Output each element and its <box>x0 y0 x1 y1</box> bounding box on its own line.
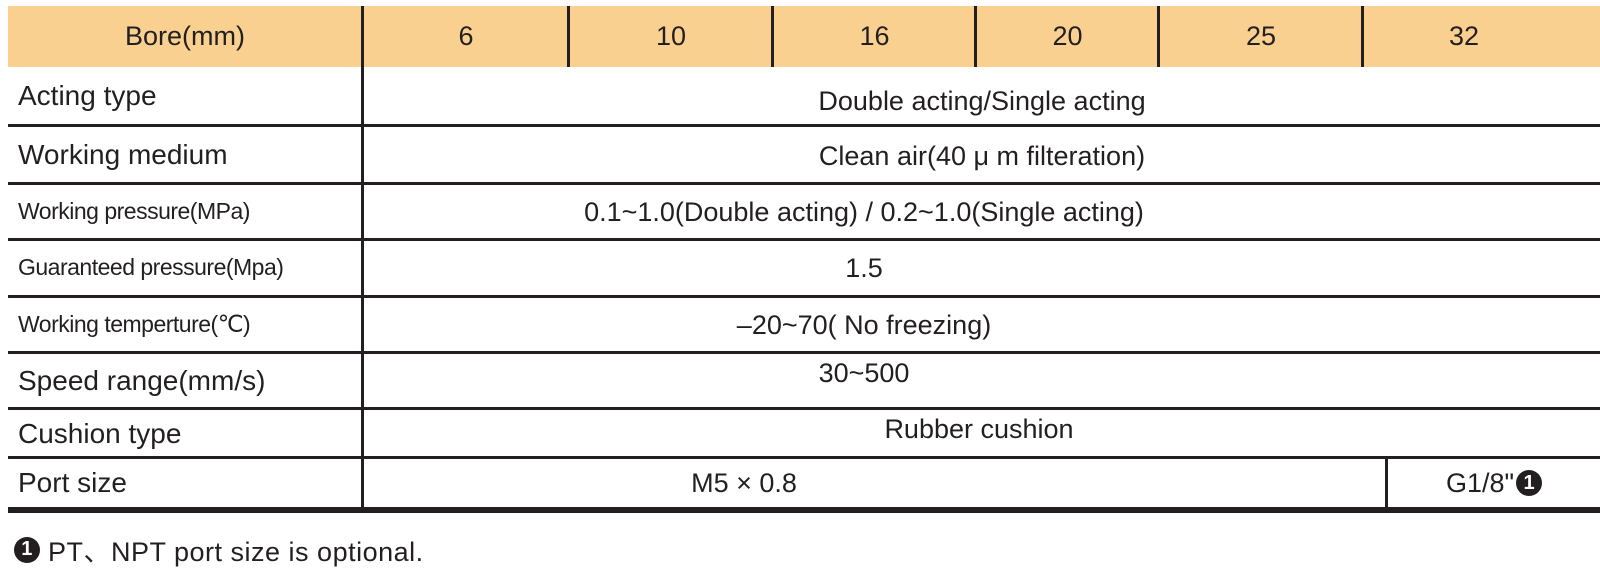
row-divider <box>8 182 1600 185</box>
row-label-acting-type: Acting type <box>18 80 157 111</box>
port-size-32-text: G1/8" <box>1445 467 1515 498</box>
divider <box>567 6 570 67</box>
divider <box>1157 6 1160 67</box>
divider <box>1361 6 1364 67</box>
row-divider <box>8 295 1600 298</box>
header-bore-32: 32 <box>1448 21 1480 51</box>
header-bore-20: 20 <box>1052 21 1083 51</box>
label-column-divider <box>361 67 364 513</box>
row-value-working-pressure: 0.1~1.0(Double acting) / 0.2~1.0(Single … <box>584 196 1144 227</box>
divider <box>974 6 977 67</box>
row-label-working-medium: Working medium <box>18 138 228 170</box>
footnote-marker-icon: 1 <box>1516 470 1543 496</box>
divider <box>771 6 774 67</box>
row-value-cushion-type: Rubber cushion <box>884 413 1074 444</box>
footnote-text: PT、NPT port size is optional. <box>48 537 424 567</box>
row-label-speed-range: Speed range(mm/s) <box>18 364 266 396</box>
row-label-cushion-type: Cushion type <box>18 417 182 449</box>
row-label-port-size: Port size <box>18 467 127 498</box>
row-label-working-temperature: Working temperture(℃) <box>18 311 251 337</box>
row-value-working-temperature: –20~70( No freezing) <box>736 309 992 340</box>
header-bore-label: Bore(mm) <box>125 21 245 51</box>
row-label-guaranteed-pressure: Guaranteed pressure(Mpa) <box>18 254 284 280</box>
row-value-acting-type: Double acting/Single acting <box>818 85 1146 116</box>
row-divider <box>8 238 1600 241</box>
row-label-working-pressure: Working pressure(MPa) <box>18 197 250 224</box>
row-divider <box>8 124 1600 127</box>
header-bore-6: 6 <box>458 21 474 51</box>
row-value-port-size-32: G1/8" 1 <box>1388 459 1600 507</box>
header-bore-16: 16 <box>859 21 890 51</box>
row-divider <box>8 407 1600 410</box>
port-size-divider <box>1385 457 1388 512</box>
row-divider <box>8 456 1600 459</box>
footnote: 1 PT、NPT port size is optional. <box>14 530 424 569</box>
header-bore-25: 25 <box>1245 21 1277 51</box>
row-value-speed-range: 30~500 <box>818 357 910 388</box>
header-bore-10: 10 <box>655 21 687 51</box>
table-bottom-border <box>8 507 1600 513</box>
row-value-port-size-main: M5 × 0.8 <box>691 467 797 498</box>
row-value-guaranteed-pressure: 1.5 <box>845 252 883 283</box>
row-divider <box>8 351 1600 354</box>
footnote-marker-icon: 1 <box>14 536 40 563</box>
divider <box>361 6 364 67</box>
table-header-background <box>8 6 1600 67</box>
row-value-working-medium: Clean air(40 μ m filteration) <box>818 140 1146 171</box>
